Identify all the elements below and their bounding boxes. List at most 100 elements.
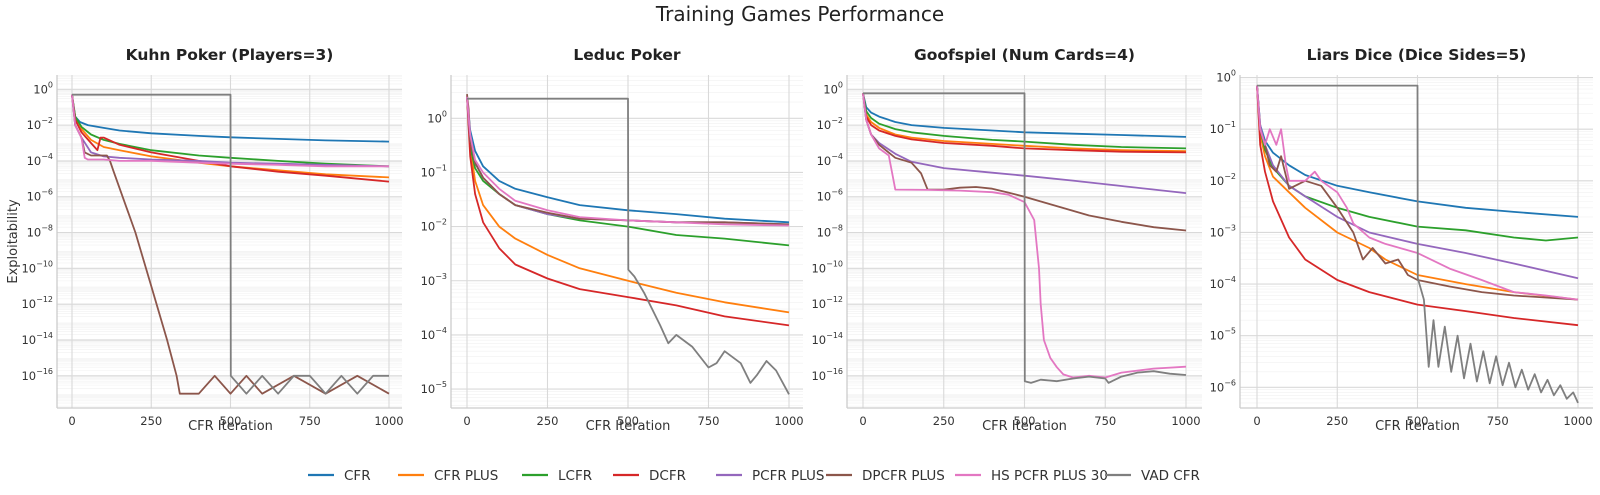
y-tick-label: 10−4 (421, 326, 447, 342)
y-tick-label: 10−12 (21, 295, 53, 311)
x-tick-label: 500 (1014, 414, 1036, 428)
series-lines (71, 93, 390, 395)
series-cfr-plus (71, 94, 390, 179)
legend-item-pcfr-plus: PCFR PLUS (716, 468, 824, 484)
x-tick-label: 250 (140, 414, 162, 428)
y-tick-label: 10−6 (1210, 378, 1236, 394)
y-tick-label: 10−2 (27, 116, 53, 132)
x-tick-label: 500 (617, 414, 639, 428)
y-tick-label: 10−5 (421, 380, 447, 396)
x-tick-label: 0 (859, 414, 866, 428)
x-tick-label: 1000 (1171, 414, 1200, 428)
series-cfr (862, 93, 1187, 138)
figure-suptitle: Training Games Performance (655, 2, 944, 26)
subplot-title: Goofspiel (Num Cards=4) (914, 46, 1135, 64)
y-tick-label: 10−1 (1210, 120, 1236, 136)
y-tick-label: 10−8 (27, 224, 53, 240)
legend-item-lcfr: LCFR (522, 468, 592, 484)
y-tick-label: 100 (1216, 69, 1236, 85)
series-vad-cfr (467, 97, 790, 395)
series-lcfr (71, 94, 390, 168)
series-cfr-plus (1256, 85, 1579, 301)
y-tick-label: 10−14 (811, 331, 843, 347)
series-lines (466, 94, 790, 395)
series-dcfr (1256, 85, 1579, 327)
series-cfr (466, 96, 790, 224)
y-tick-label: 10−16 (811, 367, 843, 383)
legend-label: DPCFR PLUS (862, 468, 945, 484)
y-tick-label: 10−3 (421, 272, 447, 288)
x-tick-label: 750 (1487, 414, 1509, 428)
y-axis-label: Exploitability (6, 199, 21, 284)
x-tick-label: 250 (933, 414, 955, 428)
y-tick-label: 10−6 (27, 188, 53, 204)
series-lcfr (862, 93, 1187, 150)
series-dpcfr-plus (862, 93, 1187, 232)
y-tick-label: 10−10 (811, 259, 843, 275)
y-tick-label: 10−4 (817, 152, 843, 168)
major-grid (57, 75, 402, 408)
y-tick-label: 10−2 (817, 116, 843, 132)
series-cfr (71, 94, 390, 143)
series-vad-cfr (863, 92, 1187, 384)
subplots: 0 250 500 750 100010010−210−410−610−810−1010… (6, 46, 1593, 434)
x-tick-label: 750 (299, 414, 321, 428)
y-tick-label: 10−10 (21, 259, 53, 275)
legend-label: HS PCFR PLUS 30 (991, 468, 1108, 484)
series-hs-pcfr-plus-30 (1256, 85, 1579, 301)
x-axis-label: CFR Iteration (1375, 419, 1460, 434)
y-tick-label: 10−12 (811, 295, 843, 311)
legend-item-dcfr: DCFR (613, 468, 686, 484)
x-tick-label: 0 (68, 414, 75, 428)
legend-item-vad-cfr: VAD CFR (1105, 468, 1200, 484)
legend-label: PCFR PLUS (752, 468, 824, 484)
x-tick-label: 0 (463, 414, 470, 428)
series-lines (1256, 84, 1579, 404)
series-dcfr (71, 94, 390, 183)
subplot-1: 0 250 500 750 1000 100 10−2 10−4 10−6 10−8 10−10 10… (6, 46, 404, 434)
y-tick-label: 10−1 (421, 163, 447, 179)
series-lines (862, 92, 1187, 384)
y-tick-label: 100 (33, 80, 53, 96)
series-dpcfr-plus (71, 94, 390, 395)
subplot-title: Leduc Poker (573, 46, 681, 64)
x-tick-label: 250 (537, 414, 559, 428)
y-tick-label: 10−5 (1210, 327, 1236, 343)
series-cfr-plus (466, 96, 790, 314)
series-dcfr (466, 96, 790, 327)
subplot-3: 0 250 500 750 1000 100 10−2 10−4 10−6 10−8 10−10 10… (811, 46, 1202, 434)
y-tick-label: 10−4 (27, 152, 53, 168)
series-hs-pcfr-plus-30 (71, 94, 389, 168)
x-tick-label: 250 (1326, 414, 1348, 428)
x-tick-label: 500 (220, 414, 242, 428)
x-tick-label: 750 (698, 414, 720, 428)
y-tick-label: 10−16 (21, 367, 53, 383)
x-tick-label: 500 (1407, 414, 1429, 428)
legend: CFR CFR PLUS LCFR DCFR PCFR PLUS DPCFR PLUS HS… (308, 468, 1200, 484)
series-dpcfr-plus (1256, 85, 1579, 301)
x-axis-label: CFR Iteration (586, 419, 671, 434)
legend-label: CFR (344, 468, 371, 484)
x-axis-label: CFR Iteration (188, 419, 273, 434)
legend-item-hs-pcfr-plus-30: HS PCFR PLUS 30 (955, 468, 1108, 484)
subplot-title: Liars Dice (Dice Sides=5) (1307, 46, 1527, 64)
y-tick-label: 10−2 (421, 218, 447, 234)
x-tick-label: 1000 (374, 414, 403, 428)
y-tick-label: 100 (427, 109, 447, 125)
legend-item-dpcfr-plus: DPCFR PLUS (826, 468, 945, 484)
y-tick-label: 10−2 (1210, 172, 1236, 188)
legend-label: CFR PLUS (434, 468, 498, 484)
series-dcfr (862, 93, 1187, 154)
y-tick-label: 10−8 (817, 224, 843, 240)
y-tick-label: 10−14 (21, 331, 53, 347)
x-tick-label: 1000 (774, 414, 803, 428)
x-tick-label: 1000 (1563, 414, 1592, 428)
subplot-2: 0 250 500 750 1000 100 10−1 10−2 10−3 10−4 10−5 Led… (421, 46, 804, 434)
legend-item-cfr: CFR (308, 468, 371, 484)
legend-label: VAD CFR (1141, 468, 1200, 484)
legend-label: DCFR (649, 468, 686, 484)
x-axis-label: CFR Iteration (982, 419, 1067, 434)
y-tick-label: 10−3 (1210, 223, 1236, 239)
series-vad-cfr (1257, 84, 1579, 404)
